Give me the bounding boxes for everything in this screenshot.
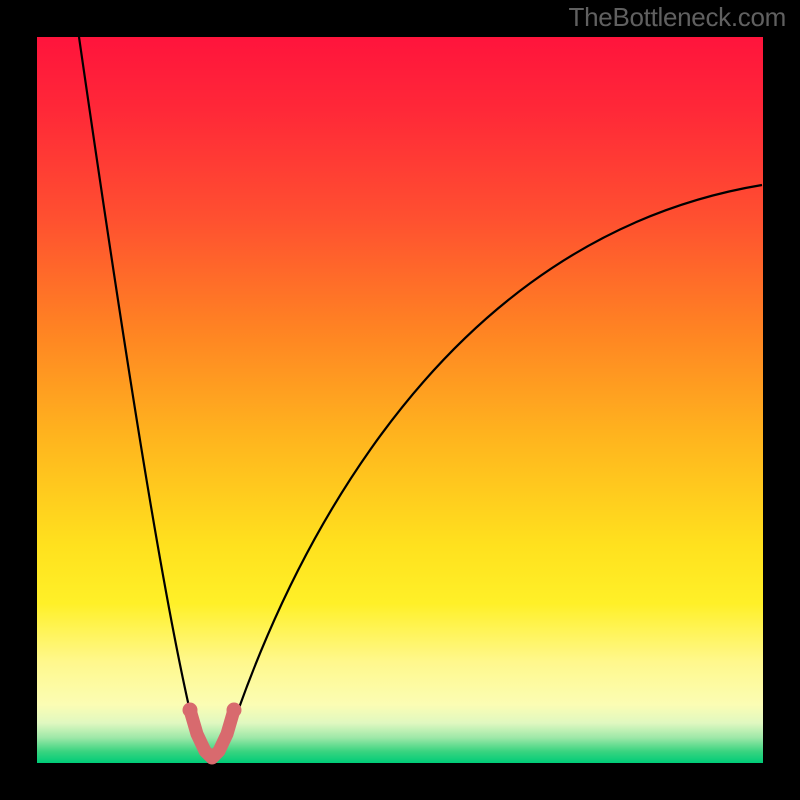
watermark-text: TheBottleneck.com <box>569 2 786 33</box>
valley-marker-dot-1 <box>227 703 242 718</box>
bottleneck-plot <box>0 0 800 800</box>
valley-marker-dot-0 <box>183 703 198 718</box>
plot-gradient-background <box>37 37 763 763</box>
